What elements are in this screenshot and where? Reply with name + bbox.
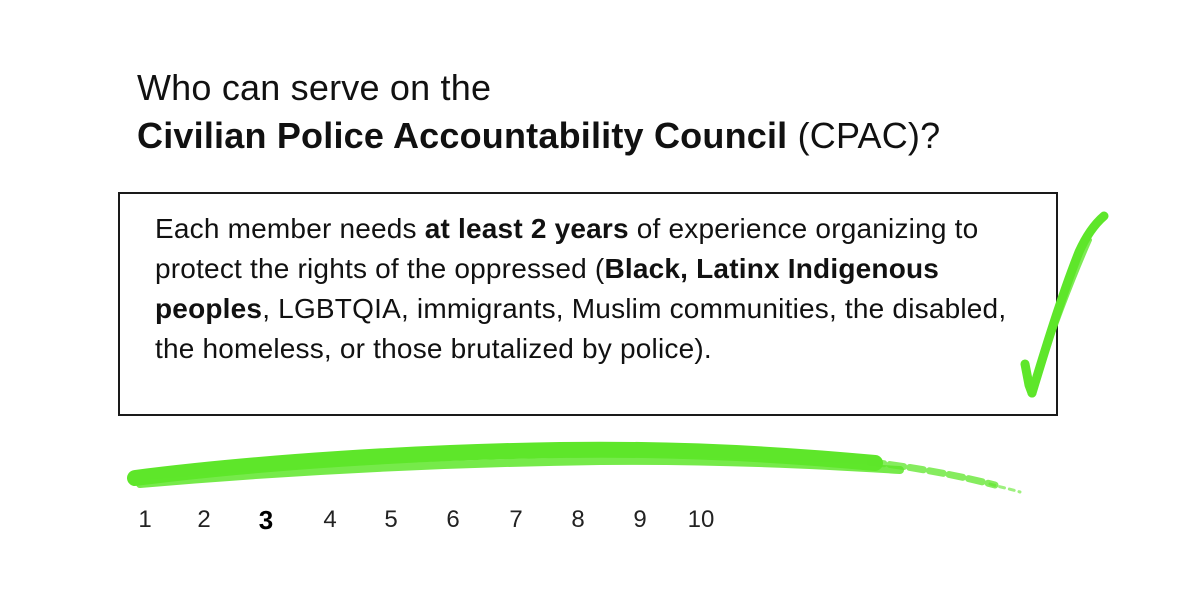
requirement-text-1: Each member needs: [155, 213, 425, 244]
requirement-box: Each member needs at least 2 years of ex…: [118, 192, 1058, 416]
page-number-2[interactable]: 2: [197, 506, 211, 533]
title-line-1: Who can serve on the: [137, 67, 492, 108]
page-number-4[interactable]: 4: [323, 506, 337, 533]
page-number-1[interactable]: 1: [138, 506, 152, 533]
title-acronym: (CPAC)?: [787, 115, 941, 156]
checkmark-icon: [1020, 211, 1109, 398]
title-line-2: Civilian Police Accountability Council (…: [137, 112, 1117, 160]
page-number-3[interactable]: 3: [258, 505, 274, 535]
page-number-6[interactable]: 6: [446, 506, 460, 533]
brush-stroke: [127, 441, 1022, 494]
pagination: 1 2 3 4 5 6 7 8 9 10: [0, 500, 1200, 544]
page-number-8[interactable]: 8: [571, 506, 585, 533]
requirement-groups: Black, Latinx Indigenous peoples: [155, 253, 940, 324]
requirement-years: at least 2 years: [424, 213, 629, 244]
page-number-9[interactable]: 9: [633, 506, 647, 533]
page-title: Who can serve on the Civilian Police Acc…: [137, 64, 1117, 160]
requirement-text: Each member needs at least 2 years of ex…: [155, 209, 1035, 369]
page-number-7[interactable]: 7: [509, 506, 523, 533]
requirement-text-3: , LGBTQIA, immigrants, Muslim communitie…: [155, 293, 1007, 364]
requirement-text-2: of experience organizing to protect the …: [155, 213, 979, 284]
page-number-10[interactable]: 10: [687, 506, 715, 533]
title-council-name: Civilian Police Accountability Council: [137, 115, 788, 156]
page-number-5[interactable]: 5: [384, 506, 398, 533]
